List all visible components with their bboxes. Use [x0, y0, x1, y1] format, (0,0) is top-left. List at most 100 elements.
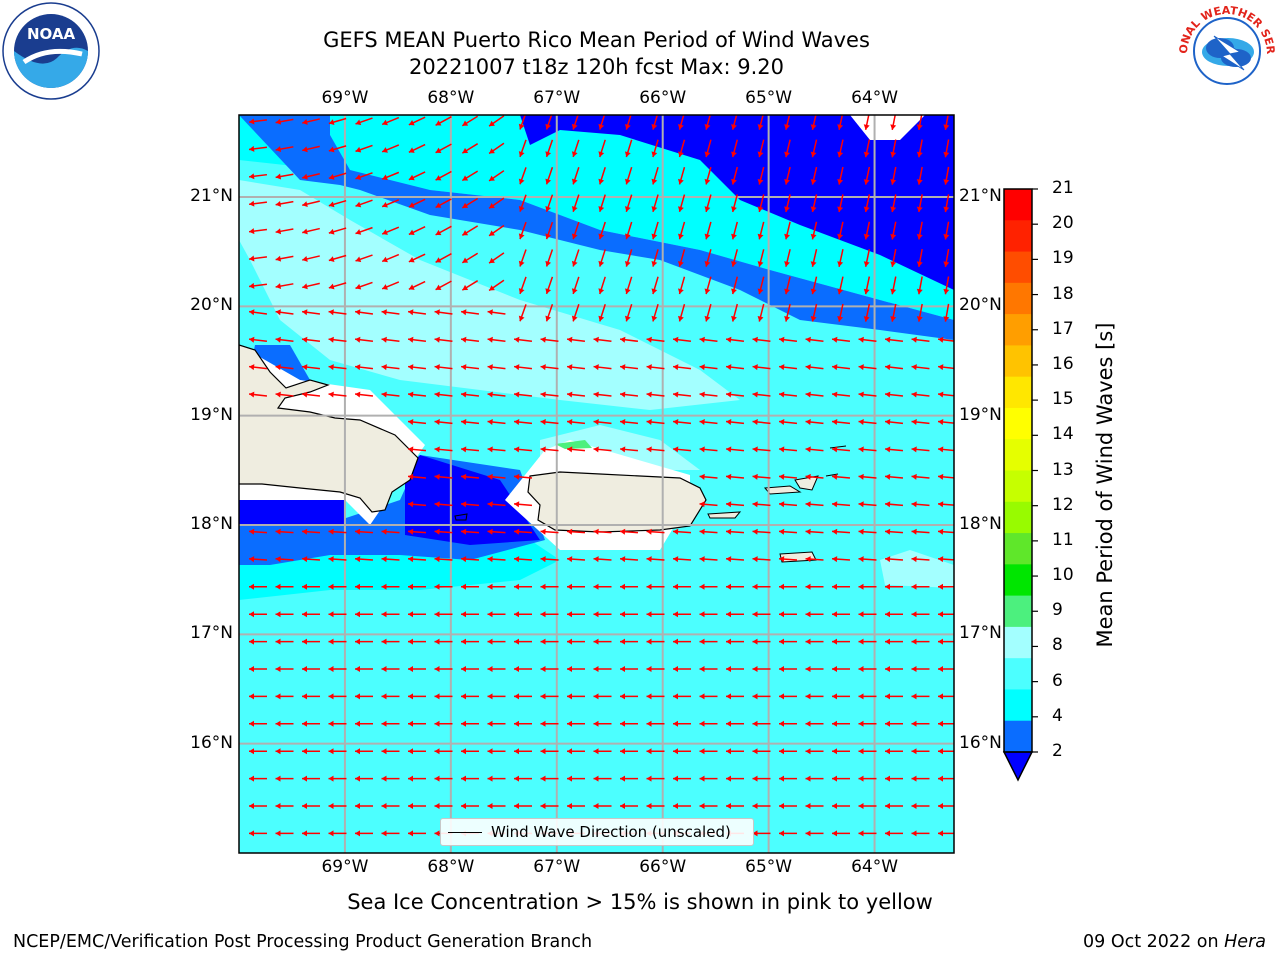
wind-wave-arrow: [863, 303, 871, 322]
colorbar-tick-label: 8: [1052, 635, 1063, 656]
wind-wave-arrow: [778, 364, 798, 371]
colorbar-band: [1004, 689, 1032, 722]
wind-wave-arrow: [704, 166, 712, 185]
wind-wave-arrow: [248, 556, 268, 563]
wind-wave-arrow: [301, 391, 321, 398]
vieques-island: [707, 511, 742, 519]
wind-wave-arrow: [937, 336, 954, 343]
wind-wave-arrow: [858, 419, 877, 425]
wind-wave-arrow: [571, 249, 580, 267]
wind-wave-arrow: [890, 194, 897, 213]
wind-wave-arrow: [328, 775, 347, 782]
map-frame: [238, 114, 955, 854]
wind-wave-arrow: [784, 221, 791, 240]
wind-wave-arrow: [726, 666, 744, 672]
wind-wave-arrow: [704, 276, 712, 295]
wind-wave-arrow: [805, 391, 824, 398]
wind-wave-arrow: [571, 276, 580, 295]
wind-wave-arrow: [571, 167, 580, 185]
wind-wave-arrow: [778, 391, 798, 398]
wind-wave-arrow: [699, 720, 718, 727]
wind-wave-arrow: [726, 803, 744, 809]
wind-wave-arrow: [598, 139, 606, 158]
wind-wave-arrow: [461, 197, 479, 209]
wind-wave-arrow: [752, 336, 771, 343]
lat-label-right: 21°N: [959, 186, 1002, 206]
wind-wave-arrow: [275, 391, 294, 398]
wind-wave-arrow: [837, 166, 844, 185]
grid-lines: [239, 115, 954, 853]
wind-wave-arrow: [571, 304, 580, 322]
wind-wave-arrow: [407, 501, 427, 508]
wind-wave-arrow: [725, 556, 745, 563]
wind-wave-arrow: [943, 303, 950, 322]
wind-wave-arrow: [937, 391, 954, 398]
wind-wave-arrow: [678, 303, 686, 322]
wind-wave-arrow: [916, 303, 923, 322]
wind-wave-arrow: [620, 611, 638, 618]
wind-wave-arrow: [460, 528, 480, 535]
wind-wave-arrow: [461, 693, 479, 700]
lon-label-top: 69°W: [321, 88, 369, 108]
wind-wave-arrow: [407, 336, 427, 343]
wind-wave-arrow: [757, 221, 765, 240]
wind-wave-arrow: [355, 199, 373, 208]
wind-wave-arrow: [890, 276, 897, 295]
wind-wave-arrow: [885, 638, 903, 645]
wind-wave-arrow: [624, 139, 633, 158]
wind-wave-arrow: [678, 221, 686, 240]
wind-wave-arrow: [646, 528, 665, 535]
lat-label-left: 18°N: [190, 514, 233, 534]
wind-wave-arrow: [540, 693, 559, 700]
wind-wave-arrow: [302, 775, 320, 782]
wind-wave-arrow: [434, 473, 453, 480]
wind-wave-arrow: [435, 170, 452, 181]
wind-wave-arrow: [593, 611, 612, 618]
wind-wave-arrow: [487, 638, 506, 645]
wind-wave-arrow: [832, 803, 850, 809]
wind-wave-arrow: [328, 117, 347, 125]
wind-wave-arrow: [858, 830, 877, 837]
wind-wave-arrow: [620, 803, 638, 809]
wind-wave-arrow: [646, 775, 665, 782]
wind-wave-arrow: [355, 830, 373, 837]
wind-wave-arrow: [540, 391, 559, 398]
lat-label-right: 16°N: [959, 732, 1002, 753]
wind-wave-arrow: [381, 364, 400, 371]
wind-wave-arrow: [381, 830, 400, 837]
wind-wave-arrow: [408, 583, 426, 590]
wind-wave-arrow: [301, 336, 321, 343]
wind-wave-arrow: [545, 221, 554, 240]
wind-wave-arrow: [624, 276, 633, 295]
wind-wave-arrow: [275, 748, 294, 755]
wind-wave-arrow: [275, 528, 294, 535]
wind-wave-arrow: [354, 391, 374, 398]
wind-wave-arrow: [858, 336, 877, 343]
wind-wave-arrow: [651, 221, 659, 240]
wind-wave-arrow: [863, 249, 871, 267]
wind-wave-arrow: [646, 583, 665, 590]
wind-wave-arrow: [832, 748, 850, 755]
wind-wave-arrow: [779, 693, 797, 700]
wind-wave-arrow: [938, 611, 954, 618]
wind-wave-arrow: [884, 556, 904, 563]
wind-wave-arrow: [911, 528, 930, 535]
wind-wave-arrow: [488, 142, 505, 155]
wind-wave-arrow: [673, 720, 691, 727]
wind-wave-arrow: [514, 611, 532, 618]
wind-wave-arrow: [646, 720, 665, 727]
wind-wave-arrow: [434, 803, 453, 809]
wind-wave-arrow: [487, 501, 506, 508]
wind-wave-arrow: [943, 249, 950, 267]
wind-wave-arrow: [778, 446, 798, 453]
wind-wave-arrow: [911, 748, 930, 755]
wind-wave-arrow: [916, 249, 923, 267]
lat-label-left: 17°N: [190, 623, 233, 644]
wind-wave-arrow: [355, 583, 373, 590]
wind-wave-arrow: [832, 830, 850, 837]
wind-wave-arrow: [302, 227, 320, 235]
wind-wave-arrow: [805, 830, 824, 837]
wind-wave-arrow: [885, 830, 903, 837]
wind-wave-arrow: [805, 583, 824, 590]
noaa-logo-text: NOAA: [27, 25, 76, 43]
